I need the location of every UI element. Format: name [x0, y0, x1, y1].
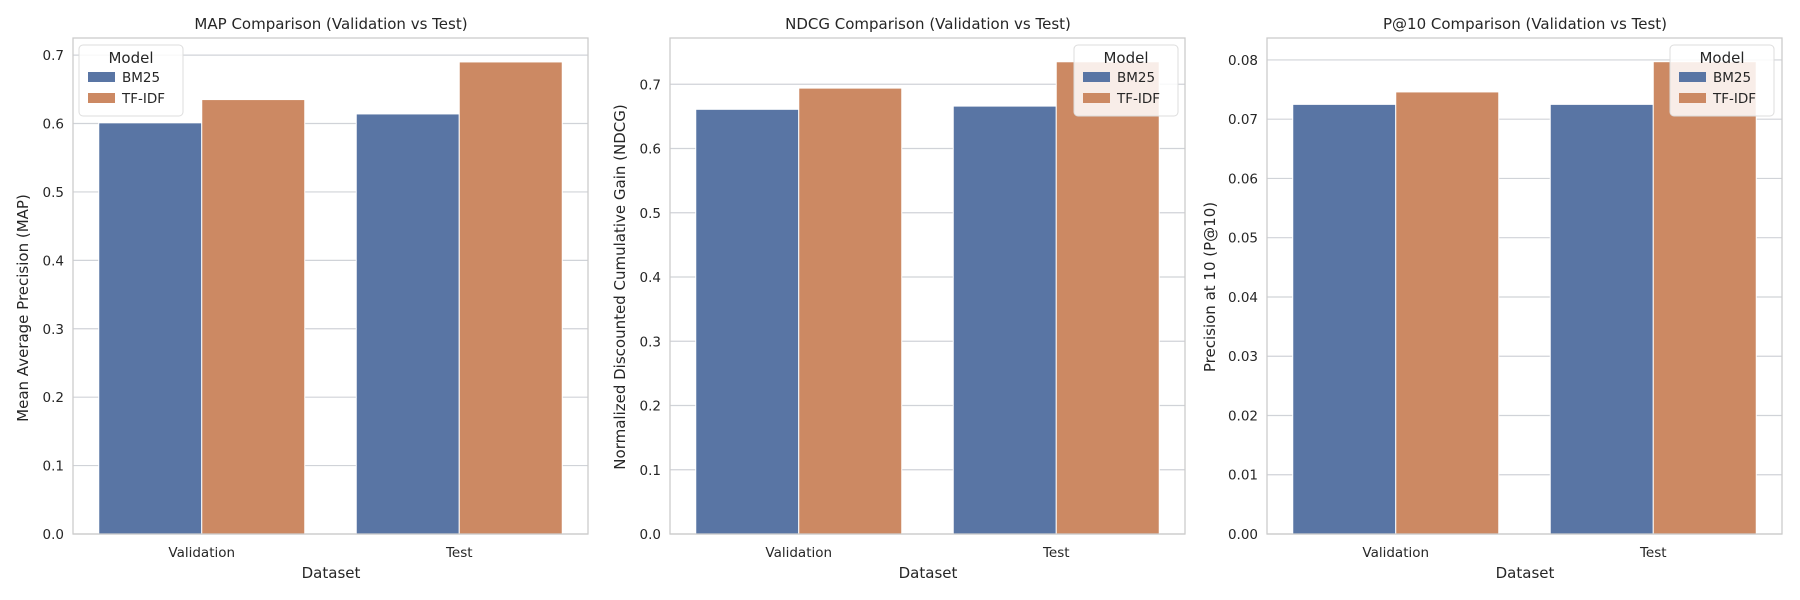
chart-3-ytick-label: 0.00: [1228, 527, 1258, 543]
chart-2-legend-swatch-tf-idf: [1083, 93, 1110, 103]
chart-1-legend: Model BM25 TF-IDF: [78, 44, 184, 117]
chart-1-ylabel: Mean Average Precision (MAP): [14, 194, 32, 422]
chart-2-xtick-label: Test: [1042, 545, 1070, 561]
chart-3-xlabel: Dataset: [1496, 564, 1555, 582]
chart-3-bar-bm25-validation: [1292, 103, 1397, 535]
chart-2-ytick-label: 0.3: [640, 334, 661, 350]
chart-2-bar-bm25-validation: [695, 108, 800, 535]
chart-2-legend-label-bm25: BM25: [1117, 70, 1155, 86]
chart-1-legend-label-tf-idf: TF-IDF: [121, 91, 165, 107]
chart-2-frame: [669, 37, 1186, 535]
chart-2-ytick-label: 0.5: [640, 206, 661, 222]
chart-2-legend: Model BM25 TF-IDF: [1073, 44, 1179, 117]
chart-1-plot: 0.0 0.1 0.2 0.3 0.4 0.5 0.6 0.7 Validation Test Mo…: [43, 37, 589, 561]
chart-2-legend-title: Model: [1103, 49, 1148, 67]
chart-3-legend-title: Model: [1699, 49, 1744, 67]
chart-2-xtick-label: Validation: [765, 545, 832, 561]
chart-1-ytick-label: 0.5: [43, 185, 64, 201]
chart-1-bar-bm25-validation: [98, 122, 203, 535]
chart-3-legend-label-tf-idf: TF-IDF: [1712, 91, 1756, 107]
chart-3-legend-label-bm25: BM25: [1713, 70, 1751, 86]
chart-2-ytick-label: 0.4: [640, 270, 661, 286]
chart-3-bar-bm25-test: [1549, 103, 1654, 535]
chart-1-legend-title: Model: [108, 49, 153, 67]
chart-3-frame: [1266, 37, 1783, 535]
chart-1-frame: [72, 37, 589, 535]
chart-3-xtick-label: Validation: [1362, 545, 1429, 561]
chart-1-legend-label-bm25: BM25: [122, 70, 160, 86]
chart-1-ytick-label: 0.6: [43, 117, 64, 133]
chart-3-title: P@10 Comparison (Validation vs Test): [1383, 15, 1667, 33]
chart-1-legend-swatch-tf-idf: [88, 93, 115, 103]
chart-1-ytick-label: 0.2: [43, 390, 64, 406]
chart-2-bar-bm25-test: [952, 105, 1057, 535]
chart-3-legend-swatch-tf-idf: [1679, 93, 1706, 103]
chart-1-xtick-label: Validation: [168, 545, 235, 561]
chart-2-ytick-label: 0.2: [640, 399, 661, 415]
chart-1-xtick-label: Test: [445, 545, 473, 561]
chart-3-ytick-label: 0.02: [1228, 408, 1258, 424]
chart-1-bar-bm25-test: [355, 113, 460, 535]
chart-2-legend-label-tf-idf: TF-IDF: [1116, 91, 1160, 107]
chart-2-bar-tf-idf-test: [1055, 61, 1160, 535]
chart-2-ytick-label: 0.7: [640, 77, 661, 93]
chart-p10-comparison: P@10 Comparison (Validation vs Test) Pre…: [1201, 15, 1783, 582]
chart-3-ytick-label: 0.04: [1228, 290, 1258, 306]
chart-map-comparison: MAP Comparison (Validation vs Test) Mean…: [14, 15, 589, 582]
chart-1-bar-tf-idf-test: [458, 61, 563, 535]
chart-3-plot: 0.00 0.01 0.02 0.03 0.04 0.05 0.06 0.07 0.08 Vali…: [1228, 37, 1783, 561]
chart-1-xlabel: Dataset: [302, 564, 361, 582]
chart-3-legend: Model BM25 TF-IDF: [1669, 44, 1775, 117]
chart-2-title: NDCG Comparison (Validation vs Test): [785, 15, 1071, 33]
chart-3-ytick-label: 0.03: [1228, 349, 1258, 365]
chart-1-legend-swatch-bm25: [88, 72, 115, 82]
chart-ndcg-comparison: NDCG Comparison (Validation vs Test) Nor…: [611, 15, 1186, 582]
chart-3-ytick-label: 0.06: [1228, 171, 1258, 187]
chart-1-ytick-label: 0.7: [43, 48, 64, 64]
chart-3-xtick-label: Test: [1639, 545, 1667, 561]
chart-1-ytick-label: 0.4: [43, 253, 64, 269]
chart-2-plot: 0.0 0.1 0.2 0.3 0.4 0.5 0.6 0.7 Validation Test Mo…: [640, 37, 1186, 561]
chart-3-ylabel: Precision at 10 (P@10): [1201, 202, 1219, 372]
chart-3-ytick-label: 0.07: [1228, 112, 1258, 128]
chart-3-ytick-label: 0.01: [1228, 468, 1258, 484]
chart-3-legend-swatch-bm25: [1679, 72, 1706, 82]
chart-2-legend-swatch-bm25: [1083, 72, 1110, 82]
chart-3-ytick-label: 0.08: [1228, 53, 1258, 69]
chart-2-ytick-label: 0.0: [640, 527, 661, 543]
chart-2-ytick-label: 0.6: [640, 142, 661, 158]
chart-3-bar-tf-idf-validation: [1395, 91, 1500, 535]
chart-2-ylabel: Normalized Discounted Cumulative Gain (N…: [611, 104, 629, 469]
chart-2-xlabel: Dataset: [899, 564, 958, 582]
chart-1-ytick-label: 0.0: [43, 527, 64, 543]
chart-1-bar-tf-idf-validation: [201, 99, 306, 535]
chart-2-bar-tf-idf-validation: [798, 87, 903, 535]
chart-1-ytick-label: 0.3: [43, 322, 64, 338]
chart-3-ytick-label: 0.05: [1228, 231, 1258, 247]
chart-3-bar-tf-idf-test: [1652, 61, 1757, 535]
chart-1-title: MAP Comparison (Validation vs Test): [194, 15, 467, 33]
chart-2-ytick-label: 0.1: [640, 463, 661, 479]
chart-1-ytick-label: 0.1: [43, 459, 64, 475]
